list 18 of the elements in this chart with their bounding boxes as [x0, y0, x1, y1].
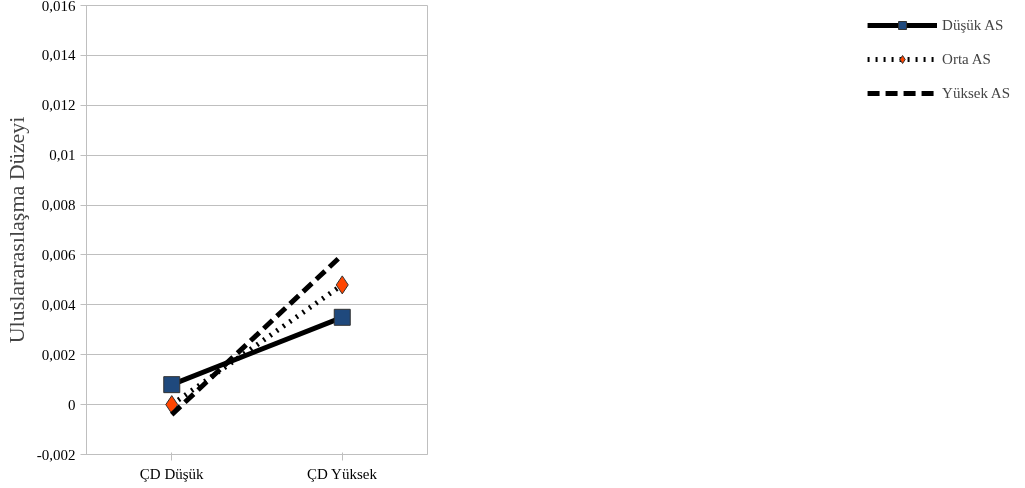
legend-label: Yüksek AS — [942, 84, 1010, 102]
point — [163, 376, 181, 394]
x-tick-label: ÇD Yüksek — [307, 465, 378, 482]
y-tick-label: 0,002 — [41, 346, 76, 363]
y-tick-label: 0,004 — [41, 296, 76, 313]
y-tick-label: 0,01 — [49, 147, 76, 164]
y-tick-label: 0,012 — [41, 97, 76, 114]
y-tick-label: 0,014 — [41, 47, 76, 64]
y-tick-label: 0 — [68, 396, 76, 413]
y-axis-title: Uluslararasılaşma Düzeyi — [3, 116, 29, 344]
legend-label: Düşük AS — [942, 16, 1004, 34]
point — [333, 308, 351, 326]
y-tick-label: -0,002 — [36, 446, 76, 463]
x-tick-label: ÇD Düşük — [139, 465, 205, 482]
legend-label: Orta AS — [942, 50, 991, 68]
y-tick-label: 0,006 — [41, 246, 76, 263]
y-tick-label: 0,016 — [41, 0, 76, 14]
y-tick-label: 0,008 — [41, 197, 76, 214]
